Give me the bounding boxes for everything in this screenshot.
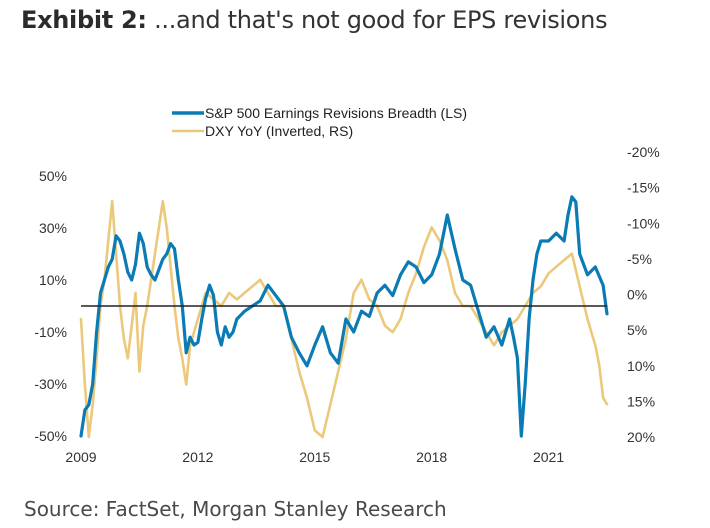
- title-subtitle: ...and that's not good for EPS revisions: [146, 6, 608, 34]
- right-axis-tick-label: -5%: [627, 251, 652, 267]
- left-axis-tick-label: -30%: [34, 376, 67, 392]
- right-axis-tick-label: -10%: [627, 215, 660, 231]
- right-axis-tick-label: -15%: [627, 180, 660, 196]
- title-exhibit-label: Exhibit 2:: [21, 6, 147, 34]
- legend: S&P 500 Earnings Revisions Breadth (LS) …: [172, 105, 467, 139]
- source-note: Source: FactSet, Morgan Stanley Research: [24, 497, 447, 521]
- series-group: [79, 195, 609, 439]
- right-axis-tick-label: -20%: [627, 144, 660, 160]
- legend-label-dxy: DXY YoY (Inverted, RS): [205, 123, 353, 139]
- left-axis-tick-label: -50%: [34, 428, 67, 444]
- x-axis-tick-label: 2018: [416, 449, 447, 465]
- right-axis-tick-label: 20%: [627, 429, 655, 445]
- right-axis-ticks: -20% -15% -10% -5% 0% 5% 10% 15% 20%: [627, 144, 660, 445]
- x-axis-ticks: 2009 2012 2015 2018 2021: [65, 449, 564, 465]
- series-line-sp500-revisions: [79, 195, 609, 438]
- right-axis-tick-label: 10%: [627, 358, 655, 374]
- x-axis-tick-label: 2009: [65, 449, 96, 465]
- left-axis-tick-label: 10%: [39, 272, 67, 288]
- left-axis-tick-label: 50%: [39, 168, 67, 184]
- right-axis-tick-label: 5%: [627, 322, 647, 338]
- right-axis-tick-label: 0%: [627, 287, 647, 303]
- x-axis-tick-label: 2015: [299, 449, 330, 465]
- x-axis-tick-label: 2021: [533, 449, 564, 465]
- legend-label-sp500: S&P 500 Earnings Revisions Breadth (LS): [205, 105, 467, 121]
- left-axis-tick-label: 30%: [39, 220, 67, 236]
- chart-title: Exhibit 2: ...and that's not good for EP…: [21, 6, 608, 34]
- left-axis-tick-label: -10%: [34, 324, 67, 340]
- right-axis-tick-label: 15%: [627, 393, 655, 409]
- left-axis-ticks: 50% 30% 10% -10% -30% -50%: [34, 168, 67, 444]
- x-axis-tick-label: 2012: [182, 449, 213, 465]
